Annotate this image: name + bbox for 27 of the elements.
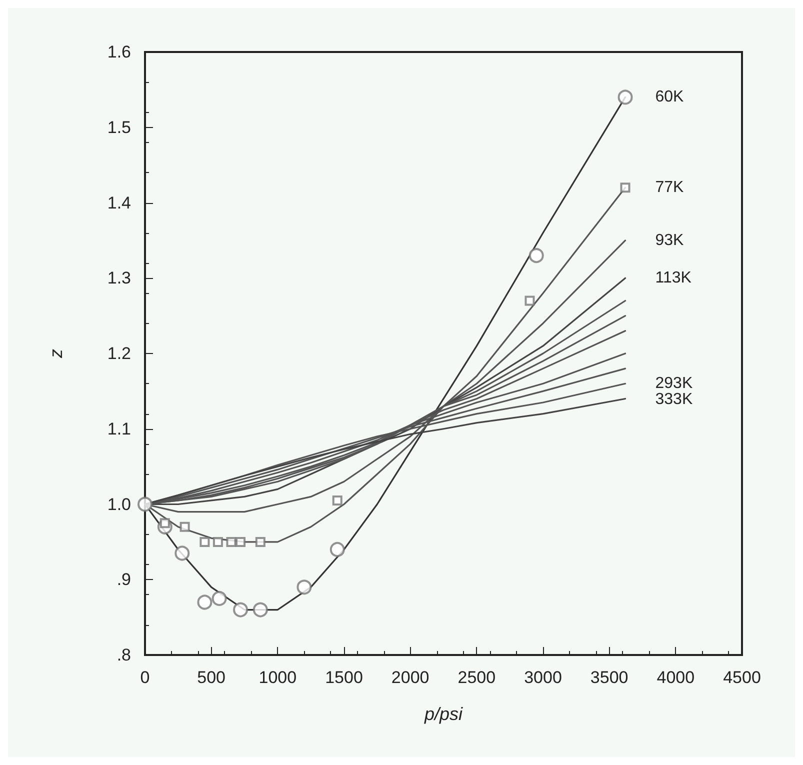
x-tick-label: 2000 <box>391 668 430 687</box>
series-label: 93K <box>655 232 684 249</box>
x-tick-label: 4000 <box>656 668 695 687</box>
y-tick-label: 1.6 <box>107 42 131 62</box>
series-label: 293K <box>655 375 693 392</box>
y-axis-title: z <box>46 349 66 359</box>
x-tick-label: 3500 <box>590 668 628 687</box>
x-tick-label: 500 <box>197 668 226 687</box>
series-label: 113K <box>655 270 692 287</box>
y-tick-label: 1.1 <box>107 419 131 438</box>
y-tick-label: 1.2 <box>107 344 131 363</box>
y-tick-label: .9 <box>116 570 131 590</box>
x-axis-title: p/psi <box>423 704 464 724</box>
x-tick-label: 3000 <box>524 668 562 687</box>
y-tick-label: 1.3 <box>107 268 131 288</box>
y-tick-label: 1.5 <box>107 118 131 137</box>
series-label: 333K <box>655 391 693 408</box>
series-label: 60K <box>655 88 684 106</box>
x-tick-label: 4500 <box>723 668 761 687</box>
x-tick-label: 0 <box>140 668 150 687</box>
y-tick-label: 1.0 <box>107 494 131 514</box>
x-tick-label: 2500 <box>458 668 496 687</box>
x-tick-label: 1500 <box>325 668 363 687</box>
x-tick-label: 1000 <box>258 668 297 687</box>
series-label: 77K <box>655 179 684 196</box>
y-tick-label: .8 <box>116 646 131 664</box>
y-tick-label: 1.4 <box>107 193 131 212</box>
